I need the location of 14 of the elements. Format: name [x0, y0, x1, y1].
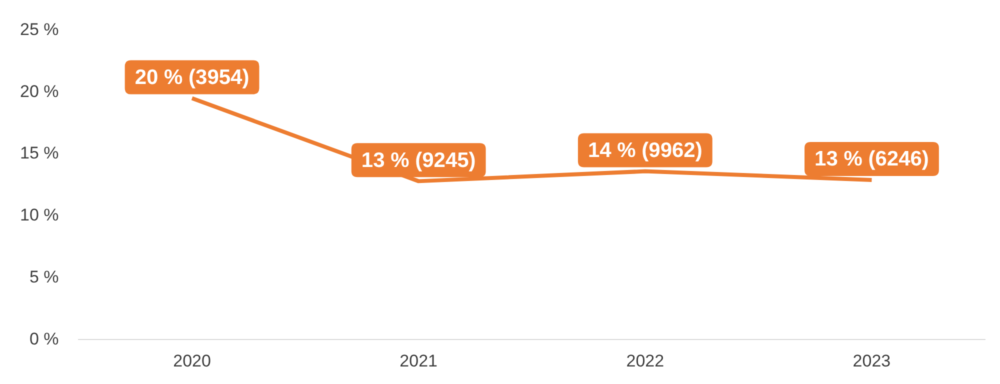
data-label: 13 % (6246) — [814, 148, 929, 171]
y-tick-label: 0 % — [29, 329, 59, 348]
y-tick-label: 25 % — [20, 20, 59, 39]
x-tick-label: 2020 — [173, 351, 211, 370]
x-tick-label: 2022 — [626, 351, 664, 370]
data-label: 13 % (9245) — [361, 148, 476, 172]
y-tick-label: 20 % — [20, 82, 59, 101]
x-tick-label: 2023 — [852, 351, 891, 370]
data-label: 20 % (3954) — [134, 66, 250, 90]
x-tick-label: 2021 — [400, 351, 438, 370]
y-tick-label: 10 % — [20, 206, 59, 225]
data-label: 14 % (9962) — [588, 139, 702, 162]
y-tick-label: 5 % — [29, 267, 59, 286]
y-tick-label: 15 % — [20, 144, 59, 163]
